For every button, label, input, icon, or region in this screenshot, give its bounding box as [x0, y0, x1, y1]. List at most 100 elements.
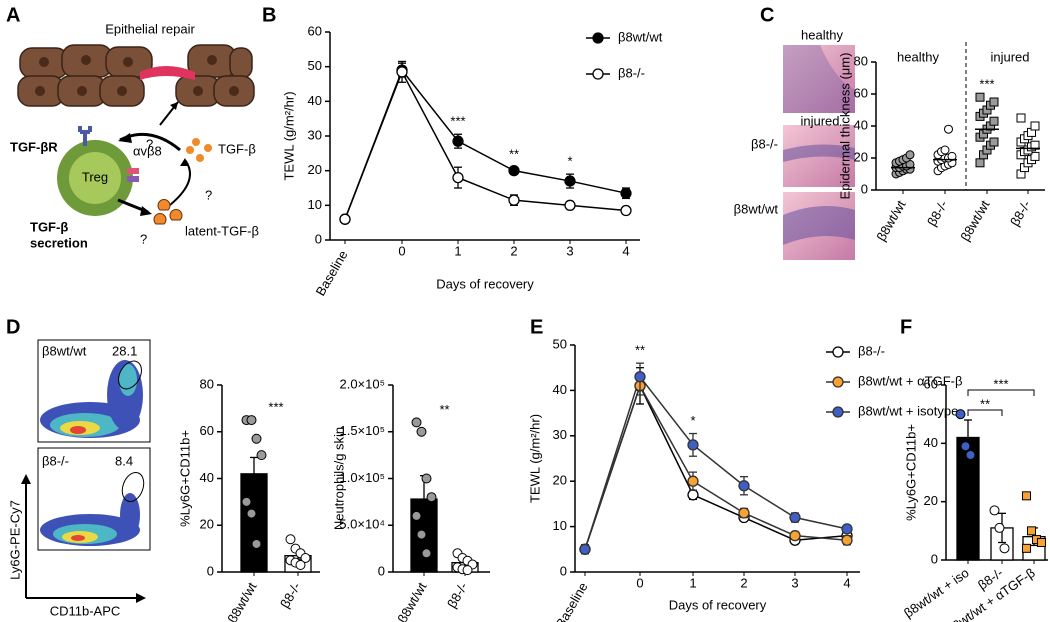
y-tick-label: 1.5×10⁵	[339, 423, 385, 438]
y-tick-label: 40	[200, 470, 214, 485]
y-tick-label: 40	[854, 117, 868, 132]
y-axis-label: %Ly6G+CD11b+	[177, 430, 192, 527]
point	[989, 137, 999, 147]
x-tick-label: β8-/-	[1007, 198, 1033, 229]
question-mark: ?	[205, 187, 212, 202]
point	[999, 543, 1010, 554]
panel-label: C	[760, 4, 774, 26]
x-tick-label: β8-/-	[924, 198, 950, 229]
point	[989, 505, 1000, 516]
point	[452, 171, 464, 184]
point	[994, 522, 1005, 533]
point	[396, 66, 408, 78]
x-tick-label: 3	[791, 575, 798, 590]
histology-label: β8-/-	[751, 136, 778, 151]
significance-bracket	[967, 409, 1003, 416]
x-tick-label: 4	[843, 575, 850, 590]
significance-label: *	[690, 413, 695, 428]
point	[841, 523, 853, 535]
diagram-a: Epithelial repair Treg TGF-βR αvβ8 TGF-β…	[10, 21, 259, 250]
legend-marker	[592, 68, 604, 80]
legend-marker	[592, 32, 604, 44]
point	[965, 450, 976, 460]
x-tick-label: β8wt/wt	[224, 579, 259, 622]
y-tick-label: 0	[861, 181, 868, 196]
flow-genotype: β8wt/wt	[42, 343, 87, 358]
significance-label: **	[439, 402, 449, 417]
flow-y-axis: Ly6G-PE-Cy7	[7, 500, 22, 580]
legend-label: β8wt/wt	[618, 29, 663, 44]
x-tick-label: 0	[398, 243, 405, 258]
legend-label: β8-/-	[858, 343, 885, 358]
legend-label: β8wt/wt + αTGF-β	[858, 373, 962, 388]
point	[738, 480, 750, 492]
point	[421, 548, 432, 559]
point	[841, 534, 853, 546]
x-tick-label: Baseline	[553, 580, 591, 622]
point	[452, 135, 464, 147]
point	[285, 534, 296, 545]
point	[687, 439, 699, 451]
point	[564, 175, 576, 187]
panel-label: A	[6, 4, 20, 26]
x-tick-label: β8wt/wt	[394, 579, 429, 622]
point	[246, 508, 257, 519]
panel-label: F	[900, 316, 912, 338]
panel-label: E	[530, 316, 543, 338]
x-tick-label: 1	[454, 243, 461, 258]
y-tick-label: 10	[308, 197, 322, 212]
y-tick-label: 1.0×10⁵	[339, 470, 385, 485]
point	[411, 417, 422, 428]
x-tick-label: β8wt/wt	[873, 197, 908, 243]
y-tick-label: 0	[378, 563, 385, 578]
receptor-label: TGF-βR	[10, 139, 58, 154]
point	[1022, 491, 1031, 501]
point	[620, 187, 632, 199]
point	[1030, 121, 1040, 131]
x-tick-label: 2	[510, 243, 517, 258]
group-label: injured	[990, 49, 1029, 64]
point	[564, 199, 576, 211]
y-tick-label: 50	[553, 336, 567, 351]
y-tick-label: 50	[308, 58, 322, 73]
histology-label: healthy	[801, 27, 843, 42]
flow-x-axis: CD11b-APC	[50, 603, 121, 618]
point	[789, 511, 801, 524]
cell-label: Treg	[82, 169, 108, 184]
point	[295, 559, 306, 570]
series-line	[584, 383, 848, 550]
point	[634, 371, 646, 383]
y-tick-label: 60	[924, 376, 938, 391]
point	[411, 510, 422, 521]
y-tick-label: 0	[931, 551, 938, 566]
series-line	[584, 375, 848, 550]
x-tick-label: 4	[622, 243, 629, 258]
point	[508, 165, 520, 177]
legend-marker	[832, 346, 844, 358]
y-tick-label: 60	[200, 423, 214, 438]
y-tick-label: 60	[308, 23, 322, 38]
point	[1027, 526, 1036, 536]
point	[241, 496, 252, 507]
point	[462, 565, 473, 576]
point	[416, 426, 427, 437]
legend-marker	[832, 406, 844, 418]
point	[256, 450, 267, 461]
y-tick-label: 60	[854, 85, 868, 100]
point	[944, 124, 953, 134]
group-label: healthy	[897, 49, 939, 64]
legend-label: β8-/-	[618, 65, 645, 80]
x-tick-label: β8-/-	[277, 580, 303, 611]
y-axis-label: Neutrophils/g skin	[331, 427, 346, 530]
gate-percent: 8.4	[115, 453, 133, 468]
panel-label: D	[6, 316, 20, 338]
point	[738, 507, 750, 519]
histology: healthy injured β8-/- β8wt/wt	[734, 27, 855, 260]
integrin-label: αvβ8	[133, 143, 162, 158]
active-label: TGF-β	[218, 141, 256, 156]
point	[1030, 151, 1040, 161]
point	[579, 543, 591, 555]
point	[300, 552, 311, 563]
x-tick-label: 2	[740, 575, 747, 590]
